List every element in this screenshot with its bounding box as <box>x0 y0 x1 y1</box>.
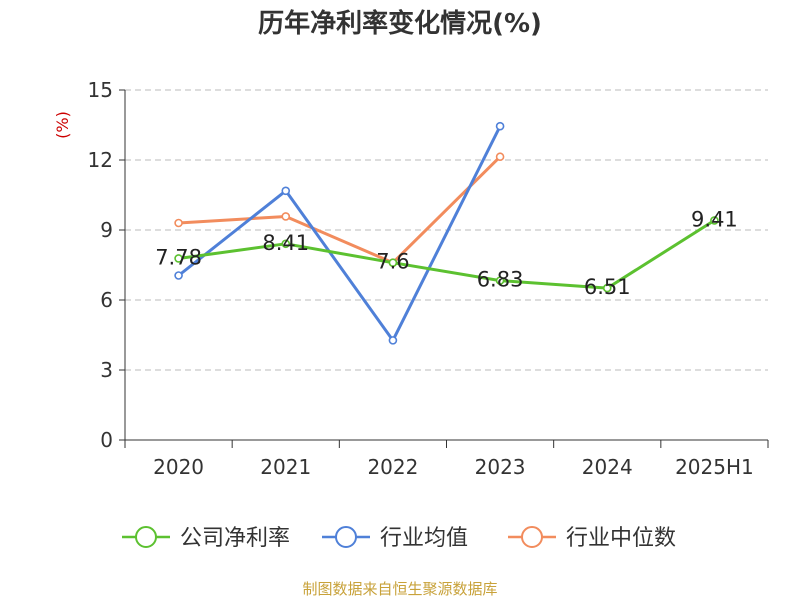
data-label: 7.6 <box>376 250 409 274</box>
legend-label: 公司净利率 <box>180 526 290 551</box>
x-tick-label: 2023 <box>475 455 526 479</box>
series-line-1 <box>177 125 502 342</box>
data-point <box>281 186 291 196</box>
source-note: 制图数据来自恒生聚源数据库 <box>302 580 497 598</box>
data-point <box>281 239 291 249</box>
data-point <box>388 258 398 267</box>
legend-label: 行业中位数 <box>566 526 676 551</box>
x-tick-label: 2024 <box>582 455 633 479</box>
data-label: 7.78 <box>155 245 202 269</box>
data-point <box>174 218 183 228</box>
y-tick-label: 15 <box>88 78 113 102</box>
y-tick-label: 0 <box>100 428 113 452</box>
x-tick-label: 2022 <box>367 455 418 479</box>
data-point <box>710 216 719 225</box>
data-point <box>174 254 183 263</box>
data-point <box>602 283 612 293</box>
legend-label: 行业均值 <box>380 526 468 551</box>
y-tick-label: 12 <box>88 148 113 172</box>
legend: 公司净利率 行业均值 行业中位数 <box>122 526 676 551</box>
series-line-2 <box>178 155 502 265</box>
legend-marker <box>521 526 543 548</box>
legend-marker <box>335 526 357 548</box>
y-axis-unit: (%) <box>53 111 72 139</box>
series-line-0 <box>178 219 716 290</box>
data-point <box>495 152 505 162</box>
data-point <box>388 336 398 345</box>
data-point <box>495 276 505 285</box>
x-tick-label: 2021 <box>260 455 311 479</box>
data-label: 6.51 <box>584 275 631 299</box>
data-labels: 7.78 8.41 7.6 6.83 6.51 9.41 <box>155 207 738 299</box>
data-point <box>495 121 505 131</box>
series-layer <box>174 121 719 345</box>
y-tick-label: 3 <box>100 358 113 382</box>
chart-title: 历年净利率变化情况(%) <box>258 8 542 39</box>
axes: 0 3 6 9 12 15 2020 2021 2022 2023 2024 2025H1 <box>88 78 769 479</box>
y-tick-label: 9 <box>100 218 113 242</box>
x-tick-label: 2020 <box>153 455 204 479</box>
data-label: 9.41 <box>691 207 738 231</box>
data-label: 6.83 <box>477 268 524 292</box>
data-label: 8.41 <box>262 231 309 255</box>
legend-marker <box>135 526 157 548</box>
y-tick-label: 6 <box>100 288 113 312</box>
x-tick-label: 2025H1 <box>675 455 754 479</box>
data-point <box>281 212 291 221</box>
data-point <box>174 271 183 280</box>
